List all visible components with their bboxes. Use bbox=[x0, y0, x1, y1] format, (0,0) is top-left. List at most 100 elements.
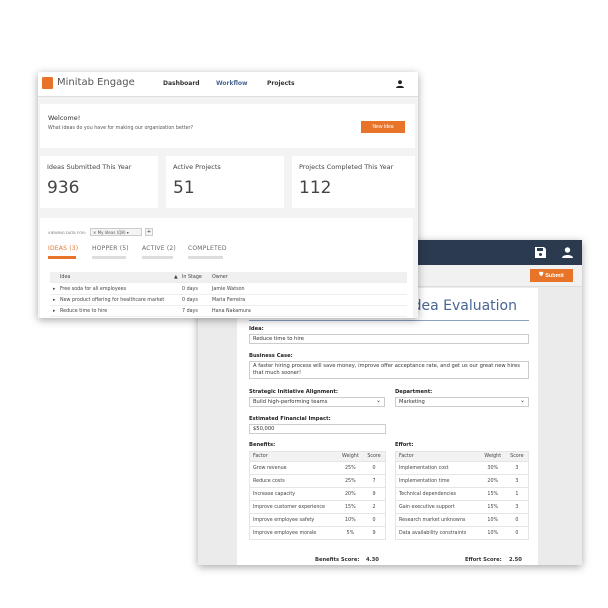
table-row: Grow revenue 25% 0 bbox=[249, 461, 386, 475]
table-cell: 10% bbox=[479, 526, 506, 540]
table-row: Implementation cost 30% 3 bbox=[395, 461, 529, 475]
stage-bar bbox=[48, 256, 76, 259]
user-icon[interactable] bbox=[396, 80, 404, 88]
divider bbox=[249, 320, 529, 321]
tab-completed[interactable]: COMPLETED bbox=[188, 245, 227, 252]
table-cell: 1 bbox=[505, 487, 529, 501]
stage-bar bbox=[142, 256, 173, 259]
table-cell: 25% bbox=[337, 461, 364, 475]
tab-ideas[interactable]: IDEAS (3) bbox=[48, 245, 79, 252]
table-cell: 9 bbox=[363, 526, 386, 540]
filter-select[interactable]: ✕ My Ideas (Q8) ▾ bbox=[90, 228, 142, 236]
stat-card: Ideas Submitted This Year 936 bbox=[40, 156, 158, 208]
idea-field[interactable]: Reduce time to hire bbox=[249, 334, 529, 344]
table-row: Gain executive support 15% 3 bbox=[395, 500, 529, 514]
table-cell: 0 bbox=[363, 513, 386, 527]
table-row: Improve customer experience 15% 2 bbox=[249, 500, 386, 514]
effort-score: 2.50 bbox=[509, 557, 522, 563]
table-cell: Grow revenue bbox=[249, 461, 338, 475]
table-cell: Improve employee morale bbox=[249, 526, 338, 540]
table-cell: Data availability constraints bbox=[395, 526, 480, 540]
table-row: Improve employee safety 10% 0 bbox=[249, 513, 386, 527]
shield-check-icon: ⛊ bbox=[539, 272, 544, 278]
table-row[interactable]: ▸ Free soda for all employees 0 days Jamie … bbox=[50, 284, 407, 295]
table-row[interactable]: ▸ Reduce time to hire 7 days Hana Nakamura bbox=[50, 306, 407, 317]
expand-icon[interactable]: ▸ bbox=[53, 298, 56, 303]
user-icon[interactable] bbox=[562, 247, 573, 258]
table-row: Research market unknowns 10% 0 bbox=[395, 513, 529, 527]
table-cell: 3 bbox=[505, 461, 529, 475]
strategic-label: Strategic Initiative Alignment: bbox=[249, 389, 338, 395]
table-cell: Technical dependencies bbox=[395, 487, 480, 501]
department-select[interactable]: Marketing bbox=[395, 397, 529, 407]
tab-hopper[interactable]: HOPPER (5) bbox=[92, 245, 129, 252]
effort-table: Factor Weight Score Implementation cost 30%… bbox=[395, 451, 529, 540]
effort-score-label: Effort Score: bbox=[465, 557, 502, 563]
table-cell: 20% bbox=[479, 474, 506, 488]
table-cell: Implementation time bbox=[395, 474, 480, 488]
page-title: Idea Evaluation bbox=[408, 298, 517, 314]
nav-workflow[interactable]: Workflow bbox=[216, 80, 248, 87]
table-cell: 7 bbox=[363, 474, 386, 488]
table-row: Implementation time 20% 3 bbox=[395, 474, 529, 488]
strategic-select[interactable]: Build high-performing teams bbox=[249, 397, 385, 407]
table-cell: 15% bbox=[479, 500, 506, 514]
table-cell: Improve customer experience bbox=[249, 500, 338, 514]
table-cell: 2 bbox=[363, 500, 386, 514]
expand-icon[interactable]: ▸ bbox=[53, 309, 56, 314]
stat-card: Projects Completed This Year 112 bbox=[292, 156, 415, 208]
effort-label: Effort: bbox=[395, 442, 414, 448]
table-row: Increase capacity 20% 9 bbox=[249, 487, 386, 501]
benefits-score: 4.30 bbox=[366, 557, 379, 563]
table-cell: 30% bbox=[479, 461, 506, 475]
table-cell: Gain executive support bbox=[395, 500, 480, 514]
table-cell: 5% bbox=[337, 526, 364, 540]
table-cell: 0 bbox=[363, 461, 386, 475]
table-row: Reduce costs 25% 7 bbox=[249, 474, 386, 488]
table-cell: 10% bbox=[479, 513, 506, 527]
evaluation-form: Idea Evaluation Idea: Reduce time to hir… bbox=[237, 288, 538, 565]
table-cell: 0 bbox=[505, 526, 529, 540]
stage-bar bbox=[188, 256, 223, 259]
table-row[interactable]: ▸ New product offering for healthcare mar… bbox=[50, 295, 407, 306]
table-cell: Improve employee safety bbox=[249, 513, 338, 527]
table-cell: 3 bbox=[505, 500, 529, 514]
viewing-label: VIEWING DATA FOR: bbox=[48, 230, 86, 235]
table-cell: 20% bbox=[337, 487, 364, 501]
benefits-label: Benefits: bbox=[249, 442, 276, 448]
impact-field[interactable]: $50,000 bbox=[249, 424, 386, 434]
table-cell: 10% bbox=[337, 513, 364, 527]
nav-projects[interactable]: Projects bbox=[267, 80, 295, 87]
table-cell: Increase capacity bbox=[249, 487, 338, 501]
tab-active[interactable]: ACTIVE (2) bbox=[142, 245, 176, 252]
table-cell: 25% bbox=[337, 474, 364, 488]
submit-button[interactable]: ⛊ Submit bbox=[530, 269, 573, 282]
stat-card: Active Projects 51 bbox=[166, 156, 284, 208]
welcome-subtitle: What ideas do you have for making our or… bbox=[48, 126, 194, 131]
expand-icon[interactable]: ▸ bbox=[53, 287, 56, 292]
welcome-title: Welcome! bbox=[48, 114, 81, 122]
logo-icon bbox=[42, 77, 53, 89]
brand-name: Minitab Engage bbox=[57, 77, 135, 88]
app-header: Minitab Engage Dashboard Workflow Projec… bbox=[38, 72, 418, 97]
table-cell: 15% bbox=[337, 500, 364, 514]
table-cell: 15% bbox=[479, 487, 506, 501]
table-row: Data availability constraints 10% 0 bbox=[395, 526, 529, 540]
dashboard-window: Minitab Engage Dashboard Workflow Projec… bbox=[38, 72, 418, 318]
add-filter-button[interactable]: + bbox=[145, 228, 153, 236]
impact-label: Estimated Financial Impact: bbox=[249, 416, 331, 422]
table-cell: Implementation cost bbox=[395, 461, 480, 475]
department-label: Department: bbox=[395, 389, 433, 395]
business-case-label: Business Case: bbox=[249, 353, 293, 359]
table-row: Technical dependencies 15% 1 bbox=[395, 487, 529, 501]
business-case-field[interactable]: A faster hiring process will save money,… bbox=[249, 361, 529, 379]
new-idea-button[interactable]: New Idea bbox=[361, 121, 405, 133]
table-cell: 3 bbox=[505, 474, 529, 488]
benefits-score-label: Benefits Score: bbox=[315, 557, 360, 563]
table-cell: 9 bbox=[363, 487, 386, 501]
table-cell: Reduce costs bbox=[249, 474, 338, 488]
save-icon[interactable] bbox=[535, 247, 546, 258]
table-cell: Research market unknowns bbox=[395, 513, 480, 527]
idea-label: Idea: bbox=[249, 326, 264, 332]
nav-dashboard[interactable]: Dashboard bbox=[163, 80, 200, 87]
